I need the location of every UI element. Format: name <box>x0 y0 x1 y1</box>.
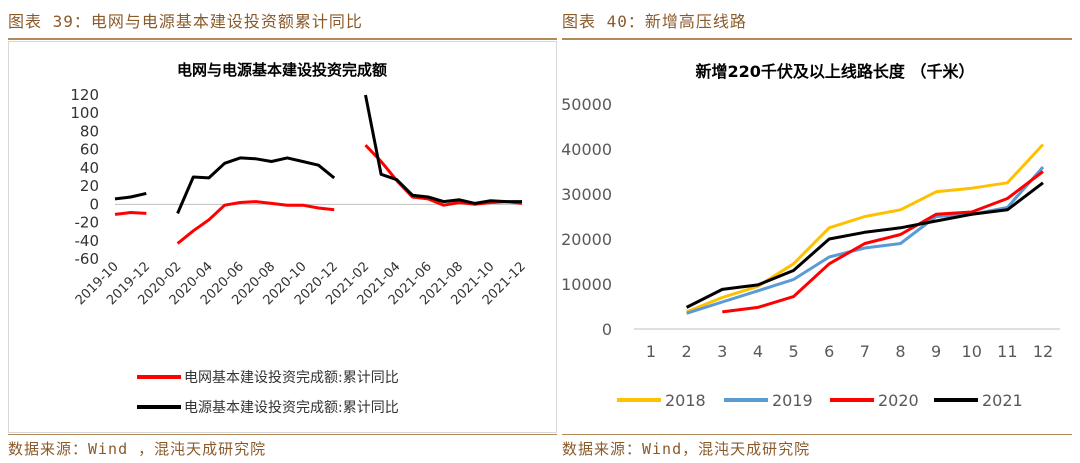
x-tick-label: 8 <box>895 342 905 361</box>
x-tick-label: 2 <box>682 342 692 361</box>
x-tick-label: 1 <box>646 342 656 361</box>
legend-label-2018: 2018 <box>665 391 706 410</box>
y-tick-label: 40 <box>80 159 99 177</box>
right-source-note: 数据来源：Wind，混沌天成研究院 <box>562 440 811 458</box>
y-tick-label: -20 <box>75 214 100 232</box>
y-tick-label: 40000 <box>562 140 612 159</box>
left-chart-caption: 图表 39：电网与电源基本建设投资额累计同比 <box>8 12 363 31</box>
x-tick-label: 3 <box>717 342 727 361</box>
x-tick-label: 11 <box>997 342 1017 361</box>
series-line-2 <box>114 191 147 201</box>
y-tick-label: 80 <box>80 122 99 140</box>
series-line-1 <box>114 211 147 216</box>
y-tick-label: 100 <box>70 104 99 122</box>
y-tick-label: 120 <box>70 86 99 104</box>
y-tick-label: 20 <box>80 177 99 195</box>
y-tick-label: 0 <box>89 195 99 213</box>
series-line-1 <box>176 200 335 245</box>
x-tick-label: 5 <box>788 342 798 361</box>
series-line-2020 <box>722 170 1044 314</box>
y-tick-label: 50000 <box>562 95 612 114</box>
x-tick-label: 6 <box>824 342 834 361</box>
series-line-2021 <box>685 181 1044 309</box>
y-tick-label: 0 <box>602 320 612 339</box>
series-line-2 <box>176 156 336 214</box>
x-tick-label: 12 <box>1033 342 1053 361</box>
right-chart-caption: 图表 40：新增高压线路 <box>562 12 747 31</box>
legend-label-1: 电网基本建设投资完成额:累计同比 <box>184 369 399 386</box>
y-tick-label: -40 <box>75 232 100 250</box>
right-source-rule <box>562 434 1072 435</box>
legend-label-2: 电源基本建设投资完成额:累计同比 <box>184 399 399 416</box>
legend-label-2020: 2020 <box>878 391 919 410</box>
left-source-rule <box>8 434 557 435</box>
left-chart-panel: 电网与电源基本建设投资完成额 120 100 80 60 40 20 0 -20 -40 -60 20… <box>8 41 557 433</box>
y-tick-label: 30000 <box>562 185 612 204</box>
x-tick-label: 7 <box>860 342 870 361</box>
legend-label-2021: 2021 <box>982 391 1023 410</box>
series-line-1 <box>364 144 523 207</box>
new-line-length-chart: 新增220千伏及以上线路长度 （千米） 50000 40000 30000 20000 1… <box>561 62 1060 410</box>
left-source-note: 数据来源：Wind ，混沌天成研究院 <box>8 440 267 458</box>
investment-yoy-chart: 电网与电源基本建设投资完成额120100806040200-20-40-6020… <box>70 61 528 416</box>
y-tick-label: 60 <box>80 141 99 159</box>
y-tick-label: -60 <box>75 250 100 268</box>
series-line-2 <box>364 94 522 205</box>
series-line-2018 <box>686 143 1045 314</box>
y-tick-label: 10000 <box>562 275 612 294</box>
x-tick-label: 4 <box>753 342 763 361</box>
y-tick-label: 20000 <box>562 230 612 249</box>
chart-title: 新增220千伏及以上线路长度 （千米） <box>696 62 975 81</box>
right-caption-rule <box>562 38 1072 40</box>
x-tick-label: 10 <box>962 342 982 361</box>
x-tick-label: 9 <box>931 342 941 361</box>
chart-title: 电网与电源基本建设投资完成额 <box>177 61 387 79</box>
left-caption-rule <box>8 38 557 40</box>
legend-label-2019: 2019 <box>772 391 813 410</box>
right-chart-panel: 新增220千伏及以上线路长度 （千米） 50000 40000 30000 20000 1… <box>561 41 1072 433</box>
